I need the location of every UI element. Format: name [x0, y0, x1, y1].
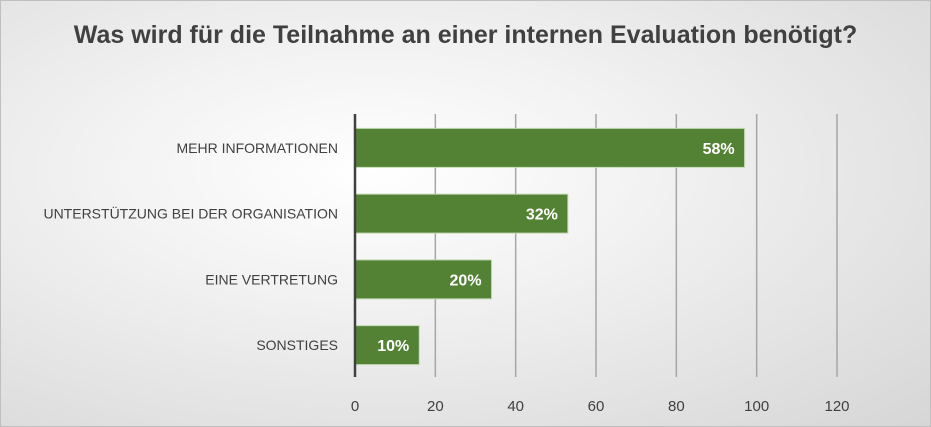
data-label: 58% — [703, 141, 735, 158]
category-label: UNTERSTÜTZUNG BEI DER ORGANISATION — [43, 205, 338, 222]
x-tick-label: 80 — [668, 398, 685, 415]
x-tick-label: 100 — [744, 398, 769, 415]
data-label: 20% — [450, 272, 482, 289]
x-tick-label: 120 — [824, 398, 849, 415]
data-label: 10% — [377, 338, 409, 355]
bar — [354, 259, 493, 300]
chart-title: Was wird für die Teilnahme an einer inte… — [73, 21, 858, 49]
x-tick-label: 40 — [507, 398, 524, 415]
data-label: 32% — [526, 207, 558, 224]
x-tick-label: 60 — [588, 398, 605, 415]
x-tick-label: 20 — [427, 398, 444, 415]
category-label: EINE VERTRETUNG — [205, 271, 338, 287]
bar — [354, 127, 746, 168]
category-label: SONSTIGES — [256, 337, 338, 353]
bar — [354, 325, 420, 366]
category-label: MEHR INFORMATIONEN — [176, 140, 338, 156]
x-tick-label: 0 — [351, 398, 359, 415]
bar — [354, 193, 569, 234]
